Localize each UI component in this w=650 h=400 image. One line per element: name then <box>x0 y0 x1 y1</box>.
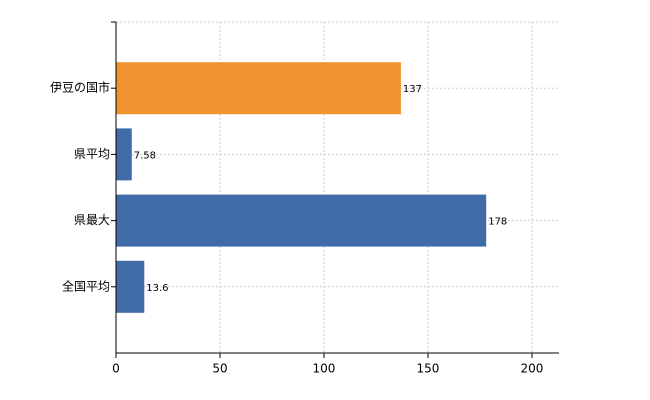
x-tick-label: 150 <box>417 362 440 376</box>
y-tick-label: 県平均 <box>74 147 110 161</box>
x-tick-label: 200 <box>521 362 544 376</box>
bar <box>116 128 132 181</box>
y-tick-label: 伊豆の国市 <box>50 80 110 95</box>
value-label: 13.6 <box>146 283 168 294</box>
bar <box>116 260 145 313</box>
x-tick-label: 100 <box>313 362 336 376</box>
value-label: 137 <box>403 84 422 95</box>
x-tick-label: 0 <box>112 362 120 376</box>
y-tick-label: 全国平均 <box>62 278 110 293</box>
x-tick-label: 50 <box>212 362 227 376</box>
bar <box>116 194 487 247</box>
value-label: 7.58 <box>134 150 156 161</box>
bar <box>116 62 401 115</box>
value-label: 178 <box>488 217 507 228</box>
y-tick-label: 県最大 <box>74 213 110 227</box>
